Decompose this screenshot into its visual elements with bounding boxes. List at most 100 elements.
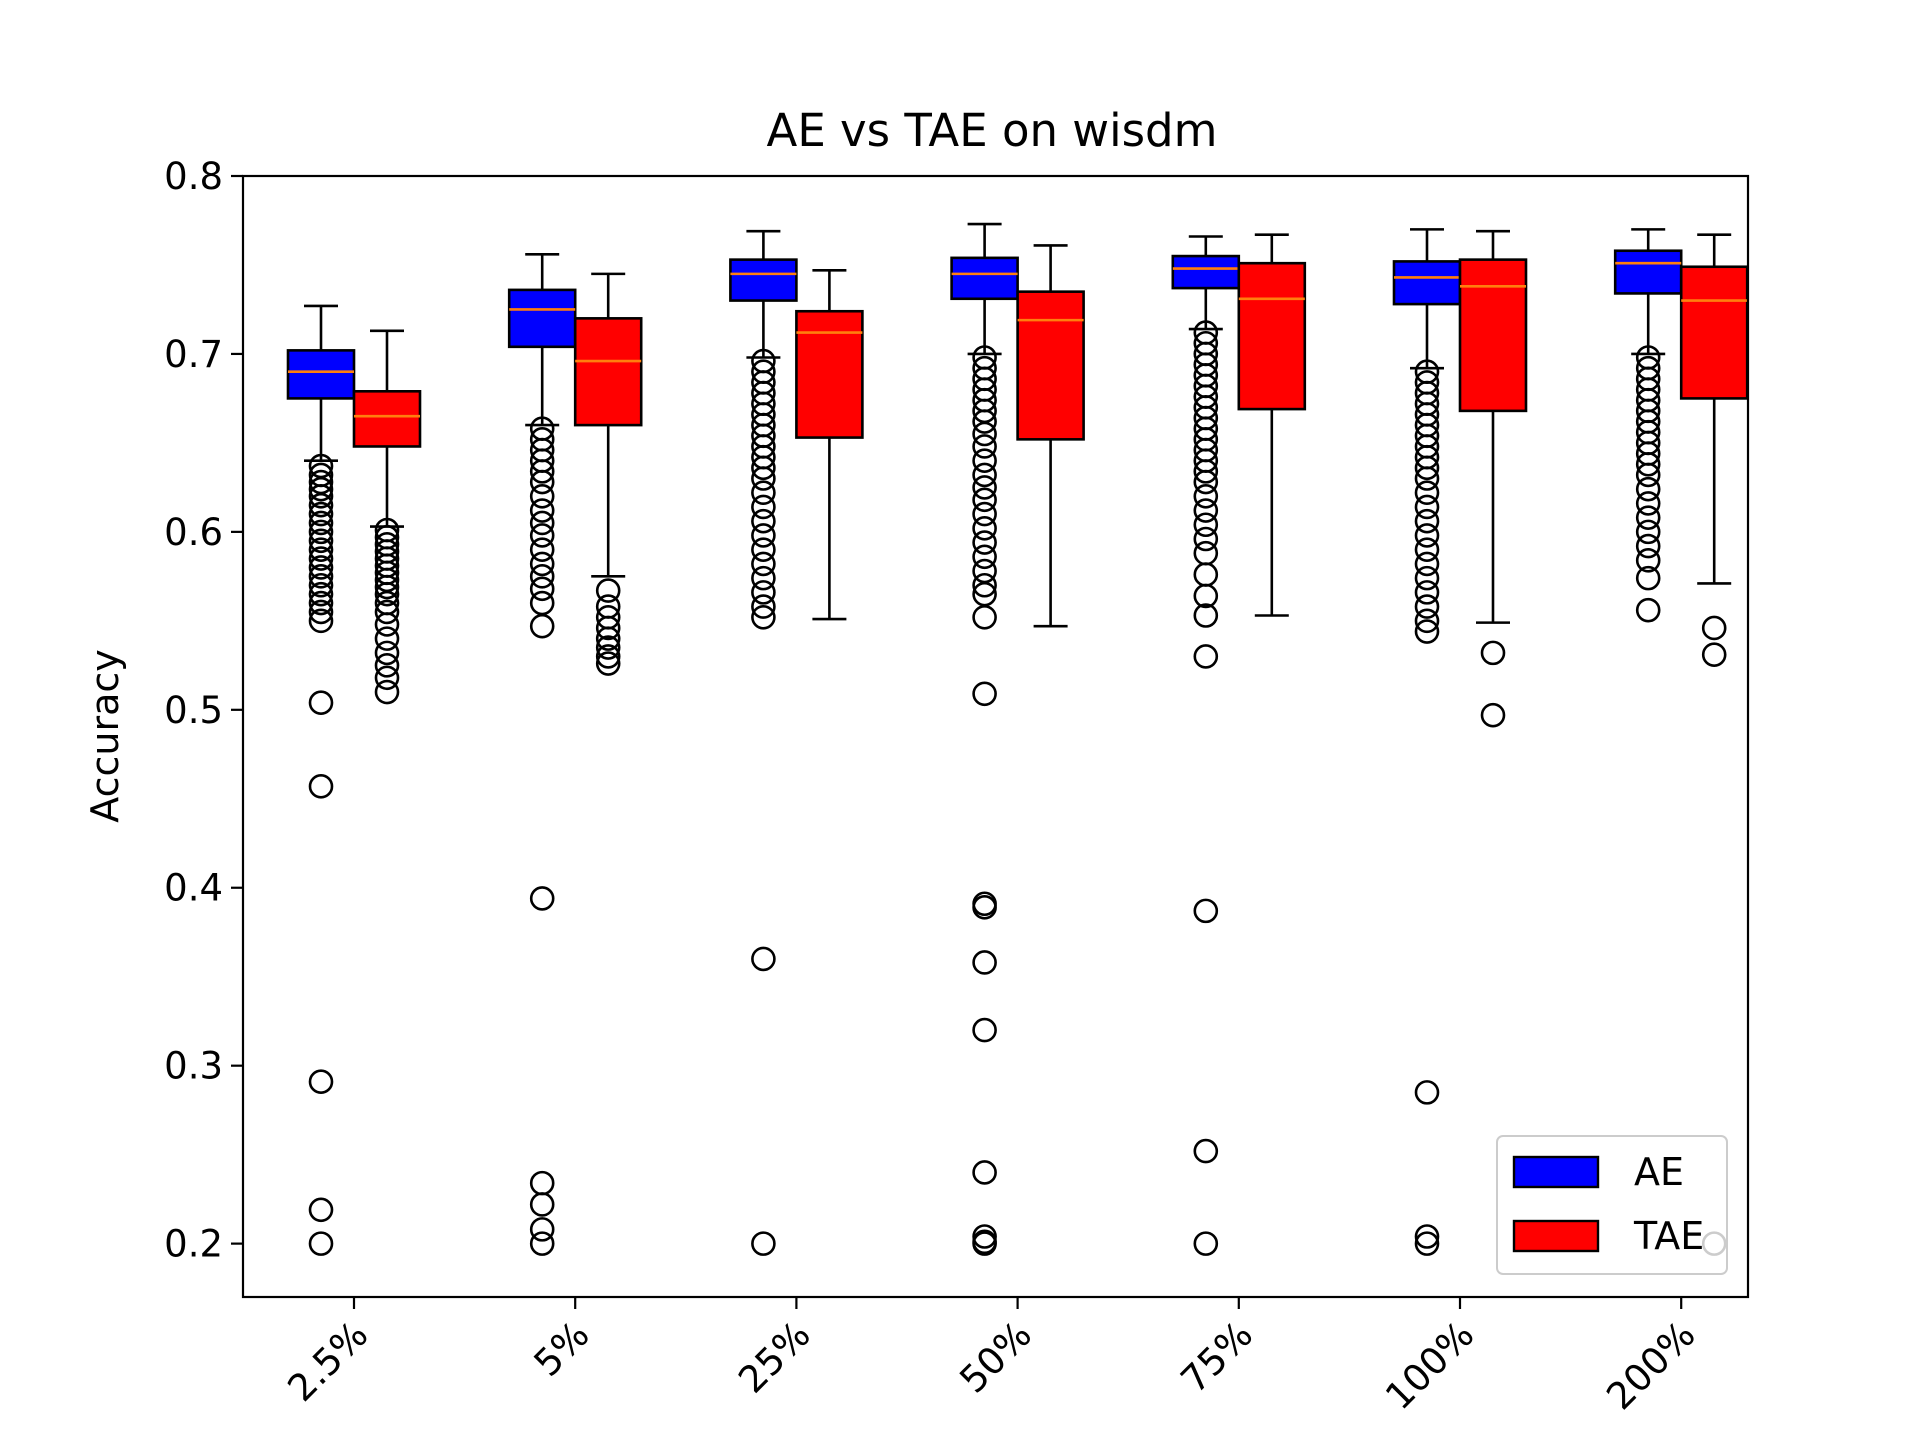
outlier-point [972,487,997,513]
outlier-point [751,604,776,630]
outlier-point [751,551,776,577]
legend-label: TAE [1633,1214,1704,1258]
outlier-point [1414,1224,1440,1249]
outlier-point [529,564,555,589]
outlier-point [1193,1231,1219,1256]
x-tick-label: 25% [730,1313,819,1402]
outlier-point [972,530,997,555]
outlier-point [308,1197,334,1223]
outlier-point [529,590,555,616]
y-tick-label: 0.7 [164,333,223,376]
tae-box-75- [1237,233,1307,617]
outlier-point [1193,526,1219,552]
outlier-point [1635,548,1661,573]
outlier-point [1635,462,1661,488]
legend-swatch [1512,1155,1600,1189]
outlier-point [1635,565,1661,591]
outlier-point [595,644,621,669]
outlier-point [308,774,334,799]
plot-frame [241,174,1750,1299]
box-iqr [1171,254,1241,290]
outlier-point [529,523,555,548]
outlier-point [1193,562,1219,587]
outlier-point [1193,459,1219,484]
outlier-point [1635,519,1661,545]
outlier-point [751,508,776,534]
outlier-point [374,679,400,705]
y-tick-label: 0.5 [164,689,223,732]
outlier-point [972,516,997,541]
y-axis-label: Accuracy [83,649,127,823]
outlier-point [1193,583,1219,609]
outlier-point [972,572,997,598]
outlier-point [529,886,555,911]
outlier-point [529,551,555,577]
outlier-point [1635,491,1661,516]
outlier-point [1193,1138,1219,1164]
box-iqr [1392,260,1462,306]
x-tick-label: 75% [1173,1313,1262,1402]
outlier-point [308,492,334,518]
outlier-point [972,895,997,920]
outlier-point [1414,551,1440,577]
y-tick-label: 0.3 [164,1045,223,1088]
outlier-point [751,565,776,591]
y-tick-label: 0.8 [164,155,223,198]
legend-label: AE [1634,1150,1684,1194]
box-iqr [573,317,643,427]
box-iqr [507,288,577,349]
outlier-point [1635,451,1661,477]
outlier-point [1193,644,1219,669]
box-iqr [1613,249,1683,295]
outlier-point [1414,594,1440,619]
outlier-point [1635,533,1661,559]
outlier-point [308,501,334,527]
ae-box-2-5- [286,304,356,1256]
ae-box-50- [950,222,1019,1256]
outlier-point [374,581,400,607]
y-tick-label: 0.6 [164,511,223,554]
outlier-point [308,510,334,536]
outlier-point [529,613,555,639]
outlier-point [972,421,997,447]
outlier-point [1193,603,1219,628]
outlier-point [1193,469,1219,495]
outlier-point [972,681,997,707]
outlier-point [972,950,997,975]
x-tick-label: 50% [951,1313,1040,1402]
outlier-point [308,590,334,616]
outlier-point [529,469,555,495]
x-tick-label: 100% [1377,1313,1482,1418]
box-iqr [795,309,864,439]
outlier-point [308,546,334,571]
outlier-point [308,1231,334,1256]
outlier-point [1414,494,1440,520]
outlier-point [972,1231,997,1256]
legend-swatch [1512,1219,1600,1253]
outlier-point [308,476,334,502]
outlier-point [751,594,776,619]
tae-box-100- [1458,229,1528,728]
tae-box-200- [1679,233,1749,1256]
box-iqr [1679,265,1749,400]
outlier-point [1193,498,1219,523]
ae-box-200- [1613,228,1683,623]
outlier-point [1193,540,1219,566]
x-tick-label: 2.5% [279,1313,376,1410]
tae-box-25- [795,269,864,621]
outlier-point [529,498,555,523]
outlier-point [308,483,334,509]
outlier-point [751,494,776,520]
outlier-point [374,665,400,691]
outlier-point [972,434,997,459]
outlier-point [972,1017,997,1043]
ae-box-25- [729,229,798,1256]
outlier-point [529,537,555,562]
outlier-point [1414,537,1440,562]
outlier-point [1414,455,1440,481]
outlier-point [1635,597,1661,623]
outlier-point [374,612,400,637]
outlier-point [308,581,334,607]
outlier-point [308,528,334,554]
